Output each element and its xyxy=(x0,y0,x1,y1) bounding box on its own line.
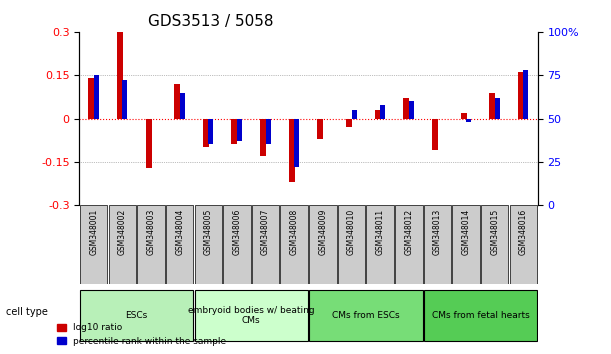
Text: GSM348014: GSM348014 xyxy=(461,209,470,255)
Bar xyxy=(489,92,496,119)
Bar xyxy=(93,75,99,119)
Bar xyxy=(266,119,271,144)
FancyBboxPatch shape xyxy=(309,205,337,284)
FancyBboxPatch shape xyxy=(309,290,423,341)
Bar xyxy=(117,32,123,119)
Bar xyxy=(145,119,152,167)
Text: GSM348013: GSM348013 xyxy=(433,209,442,255)
Bar xyxy=(317,119,323,139)
Text: cell type: cell type xyxy=(6,307,48,316)
FancyBboxPatch shape xyxy=(280,205,308,284)
Text: GSM348015: GSM348015 xyxy=(490,209,499,255)
Legend: log10 ratio, percentile rank within the sample: log10 ratio, percentile rank within the … xyxy=(53,320,230,349)
Bar xyxy=(203,119,209,147)
Bar xyxy=(518,72,524,119)
Text: ESCs: ESCs xyxy=(126,311,148,320)
Bar xyxy=(174,84,180,119)
Text: GDS3513 / 5058: GDS3513 / 5058 xyxy=(148,14,274,29)
Text: GSM348002: GSM348002 xyxy=(118,209,127,255)
Bar xyxy=(461,113,467,119)
FancyBboxPatch shape xyxy=(423,290,537,341)
Text: GSM348016: GSM348016 xyxy=(519,209,528,255)
FancyBboxPatch shape xyxy=(367,205,394,284)
Bar xyxy=(403,98,409,119)
Bar xyxy=(495,98,500,119)
Text: embryoid bodies w/ beating
CMs: embryoid bodies w/ beating CMs xyxy=(188,306,315,325)
Text: CMs from fetal hearts: CMs from fetal hearts xyxy=(431,311,529,320)
Text: GSM348010: GSM348010 xyxy=(347,209,356,255)
Bar xyxy=(232,119,238,144)
FancyBboxPatch shape xyxy=(194,205,222,284)
Bar xyxy=(466,119,471,122)
Bar xyxy=(346,119,352,127)
FancyBboxPatch shape xyxy=(137,205,165,284)
Bar xyxy=(88,78,94,119)
Text: GSM348004: GSM348004 xyxy=(175,209,184,256)
Bar xyxy=(122,80,128,119)
FancyBboxPatch shape xyxy=(80,205,108,284)
Bar xyxy=(375,110,381,119)
Text: GSM348012: GSM348012 xyxy=(404,209,413,255)
FancyBboxPatch shape xyxy=(395,205,423,284)
FancyBboxPatch shape xyxy=(223,205,251,284)
Text: GSM348009: GSM348009 xyxy=(318,209,327,256)
Text: GSM348006: GSM348006 xyxy=(232,209,241,256)
Text: GSM348008: GSM348008 xyxy=(290,209,299,255)
Bar xyxy=(180,92,185,119)
FancyBboxPatch shape xyxy=(252,205,279,284)
Bar xyxy=(380,105,385,119)
FancyBboxPatch shape xyxy=(80,290,194,341)
Text: GSM348003: GSM348003 xyxy=(147,209,156,256)
Bar xyxy=(524,70,529,119)
Text: GSM348011: GSM348011 xyxy=(376,209,385,255)
Bar xyxy=(289,119,295,182)
Text: GSM348005: GSM348005 xyxy=(204,209,213,256)
Text: CMs from ESCs: CMs from ESCs xyxy=(332,311,400,320)
Bar xyxy=(295,119,299,167)
Text: GSM348001: GSM348001 xyxy=(89,209,98,255)
Bar xyxy=(237,119,242,141)
Bar xyxy=(208,119,213,144)
FancyBboxPatch shape xyxy=(338,205,365,284)
FancyBboxPatch shape xyxy=(423,205,451,284)
Bar xyxy=(432,119,438,150)
FancyBboxPatch shape xyxy=(452,205,480,284)
Bar xyxy=(260,119,266,156)
FancyBboxPatch shape xyxy=(481,205,508,284)
FancyBboxPatch shape xyxy=(109,205,136,284)
Bar xyxy=(351,110,357,119)
Text: GSM348007: GSM348007 xyxy=(261,209,270,256)
FancyBboxPatch shape xyxy=(194,290,308,341)
FancyBboxPatch shape xyxy=(510,205,537,284)
FancyBboxPatch shape xyxy=(166,205,194,284)
Bar xyxy=(409,101,414,119)
